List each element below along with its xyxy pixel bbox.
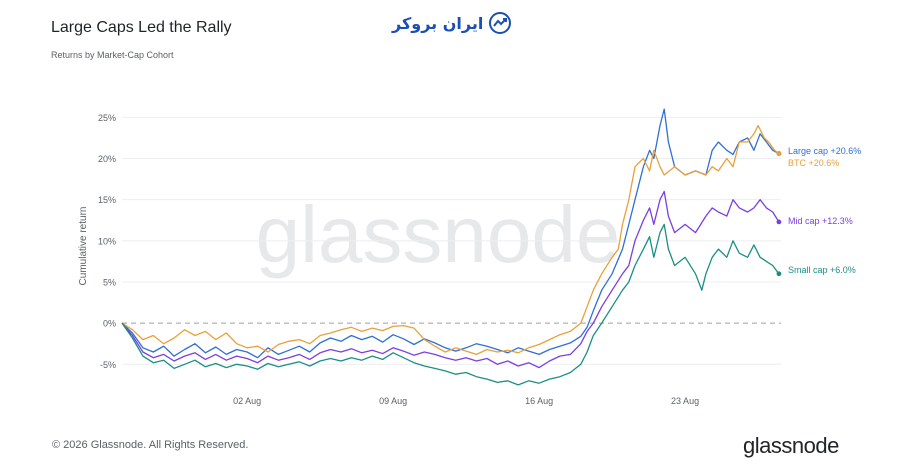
series-end-label: Small cap +6.0% xyxy=(788,265,856,275)
brand-logo-top: ایران بروکر xyxy=(392,12,512,34)
copyright-text: © 2026 Glassnode. All Rights Reserved. xyxy=(52,439,249,451)
x-axis-ticks: 02 Aug 09 Aug 16 Aug 23 Aug xyxy=(233,396,699,406)
x-tick-label: 02 Aug xyxy=(233,396,261,406)
series-line-small-cap xyxy=(121,223,780,386)
y-tick-label: 0% xyxy=(103,319,116,329)
series-line-mid-cap xyxy=(121,190,780,369)
series-end-label: Mid cap +12.3% xyxy=(788,216,853,226)
y-tick-label: 25% xyxy=(98,113,116,123)
x-tick-label: 09 Aug xyxy=(379,396,407,406)
y-tick-label: 5% xyxy=(103,277,116,287)
series-line-btc xyxy=(121,124,780,356)
series-end-dot xyxy=(776,271,782,277)
watermark: glassnode xyxy=(256,190,621,279)
chart-subtitle: Returns by Market-Cap Cohort xyxy=(51,50,174,60)
y-axis-ticks: 25% 20% 15% 10% 5% 0% -5% xyxy=(98,113,116,370)
series-end-dot xyxy=(776,151,782,156)
series-end-label: Large cap +20.6% xyxy=(788,146,861,156)
series-lines xyxy=(121,108,782,386)
x-tick-label: 16 Aug xyxy=(525,396,553,406)
y-axis-label: Cumulative return xyxy=(78,207,89,286)
chart-title: Large Caps Led the Rally xyxy=(51,19,232,36)
footer-logo: glassnode xyxy=(743,433,839,458)
series-end-dot xyxy=(776,219,782,225)
y-tick-label: 15% xyxy=(98,195,116,205)
brand-logo-text: ایران بروکر xyxy=(392,13,484,33)
series-end-labels: Large cap +20.6% BTC +20.6% Mid cap +12.3%… xyxy=(788,146,861,275)
y-tick-label: -5% xyxy=(100,360,116,370)
grid-lines xyxy=(122,116,781,365)
y-tick-label: 20% xyxy=(98,154,116,164)
x-tick-label: 23 Aug xyxy=(671,396,699,406)
series-end-label: BTC +20.6% xyxy=(788,158,839,168)
y-tick-label: 10% xyxy=(98,236,116,246)
trend-chart-icon xyxy=(489,12,512,34)
